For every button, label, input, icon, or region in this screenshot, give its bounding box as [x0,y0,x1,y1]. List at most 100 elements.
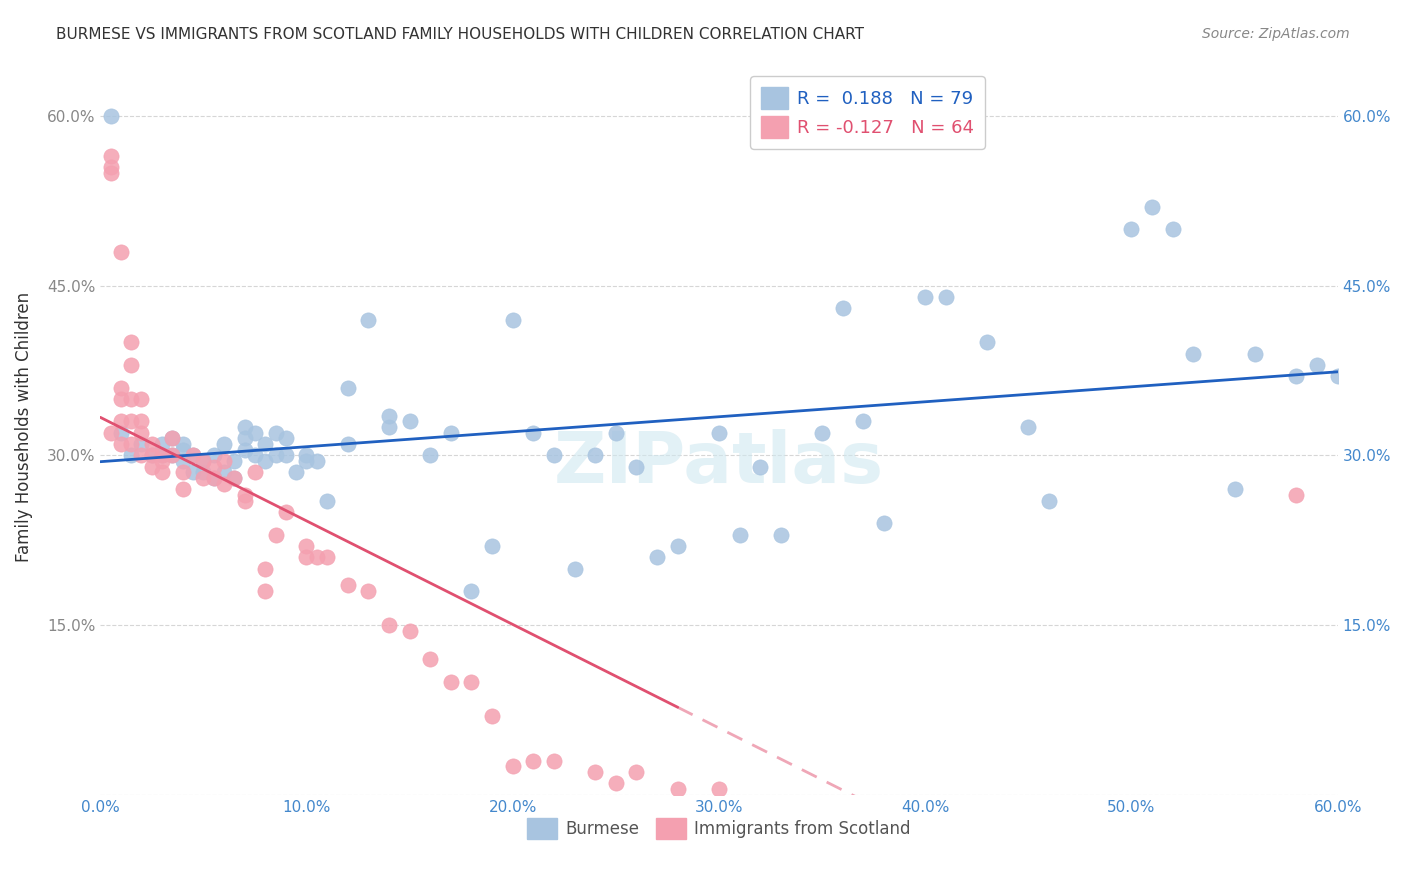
Point [707,425,730,440]
Point [233,420,256,434]
Point [100,166,122,180]
Point [162,432,184,446]
Point [295,454,318,468]
Point [522,425,544,440]
Point [254,584,277,599]
Point [1017,420,1039,434]
Text: Source: ZipAtlas.com: Source: ZipAtlas.com [1202,27,1350,41]
Point [1326,369,1348,384]
Point [481,708,503,723]
Point [224,471,246,485]
Point [131,415,153,429]
Point [831,301,853,316]
Point [728,527,751,541]
Point [645,550,668,565]
Point [583,765,606,780]
Point [873,516,896,531]
Point [1182,346,1205,360]
Point [254,454,277,468]
Point [193,454,215,468]
Point [1244,346,1267,360]
Point [305,454,328,468]
Point [398,624,420,638]
Point [110,380,132,394]
Point [976,335,998,350]
Point [666,782,689,797]
Point [131,425,153,440]
Point [233,488,256,502]
Point [150,466,173,480]
Point [502,759,524,773]
Point [605,425,627,440]
Point [212,437,235,451]
Point [110,437,132,451]
Point [543,754,565,768]
Point [181,449,204,463]
Point [502,312,524,326]
Point [811,425,834,440]
Point [1285,369,1308,384]
Legend: Burmese, Immigrants from Scotland: Burmese, Immigrants from Scotland [520,812,918,846]
Point [120,358,142,372]
Point [398,415,420,429]
Point [150,437,173,451]
Point [440,674,463,689]
Point [1161,222,1184,236]
Point [460,674,482,689]
Point [316,493,339,508]
Point [172,437,194,451]
Point [131,449,153,463]
Point [110,244,132,259]
Point [243,425,266,440]
Point [100,109,122,123]
Point [150,449,173,463]
Point [769,527,792,541]
Point [212,476,235,491]
Point [193,466,215,480]
Point [243,449,266,463]
Point [233,493,256,508]
Point [1121,222,1143,236]
Point [120,335,142,350]
Point [583,449,606,463]
Point [295,449,318,463]
Point [141,437,163,451]
Point [378,409,401,423]
Point [193,471,215,485]
Point [336,437,359,451]
Point [254,437,277,451]
Point [378,420,401,434]
Y-axis label: Family Households with Children: Family Households with Children [15,292,32,562]
Point [100,425,122,440]
Point [120,437,142,451]
Point [626,459,648,474]
Point [100,149,122,163]
Point [193,454,215,468]
Point [120,415,142,429]
Point [181,449,204,463]
Point [172,442,194,457]
Point [110,415,132,429]
Point [120,392,142,406]
Point [110,392,132,406]
Point [564,561,586,575]
Point [131,392,153,406]
Point [295,550,318,565]
Point [295,539,318,553]
Point [378,618,401,632]
Point [419,652,441,666]
Point [1223,483,1246,497]
Point [141,449,163,463]
Point [264,527,287,541]
Point [274,505,297,519]
Point [357,584,380,599]
Point [316,550,339,565]
Point [150,454,173,468]
Point [264,449,287,463]
Point [120,449,142,463]
Point [212,466,235,480]
Point [110,425,132,440]
Point [172,483,194,497]
Point [481,539,503,553]
Point [202,459,225,474]
